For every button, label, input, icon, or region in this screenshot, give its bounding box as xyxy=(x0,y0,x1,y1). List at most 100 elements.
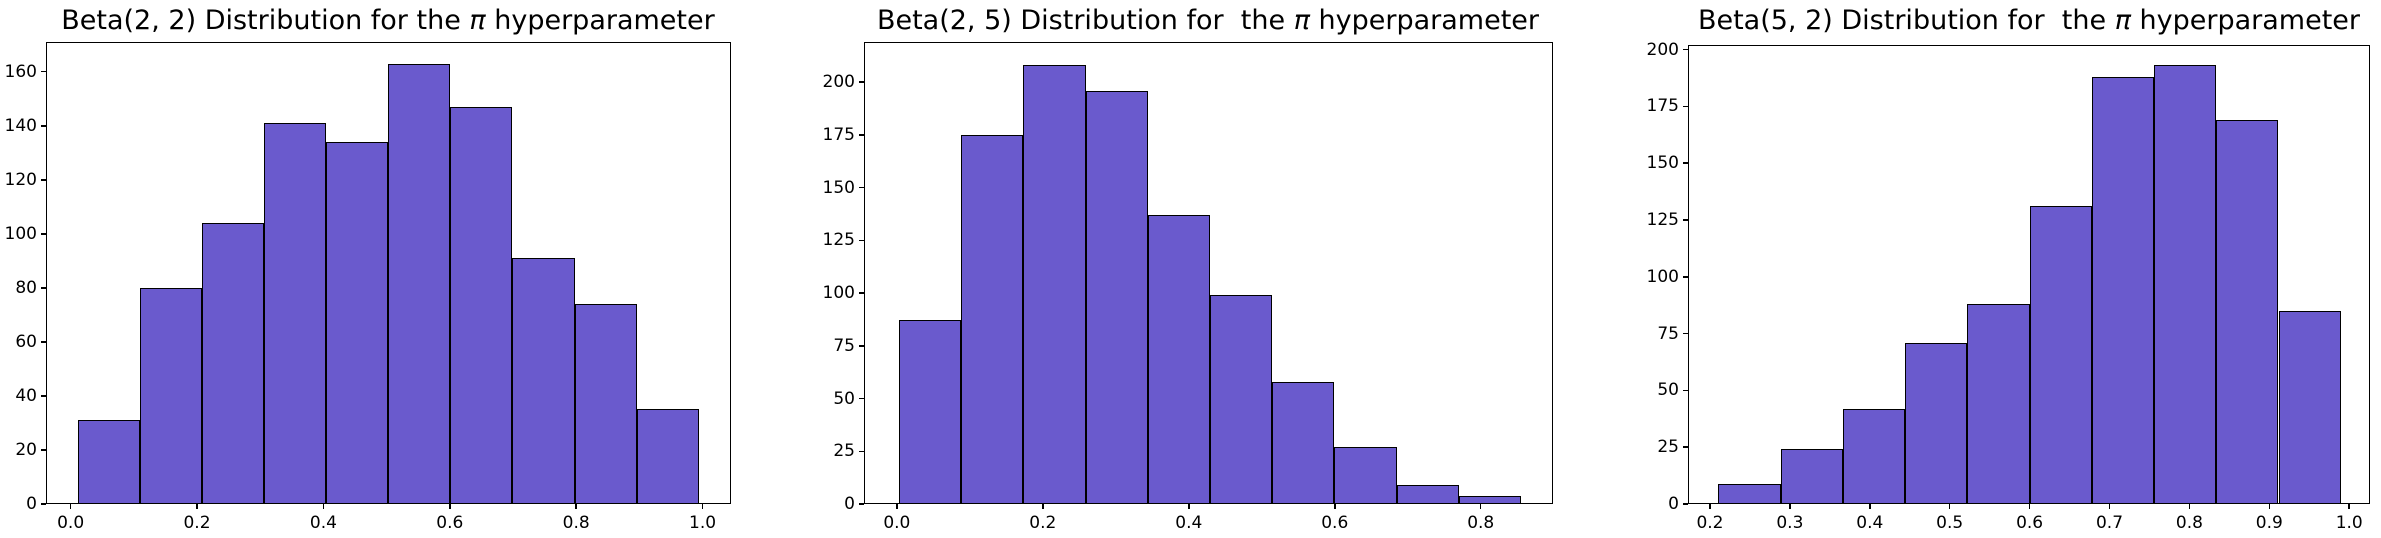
x-tick-label: 0.0 xyxy=(57,513,85,533)
y-tick-label: 150 xyxy=(822,177,855,198)
y-tick-label: 175 xyxy=(822,124,855,145)
x-tick-mark xyxy=(449,504,451,509)
x-axis-line xyxy=(864,502,1553,504)
y-tick-label: 25 xyxy=(833,441,855,462)
x-tick-mark xyxy=(2108,504,2111,509)
x-tick-label: 0.3 xyxy=(1776,513,1804,533)
histogram-bar xyxy=(1023,65,1086,504)
y-tick-mark xyxy=(41,503,46,505)
x-tick-label: 1.0 xyxy=(689,513,717,533)
y-tick-label: 0 xyxy=(1668,494,1679,514)
x-tick-label: 0.4 xyxy=(1175,513,1203,533)
histogram-bar xyxy=(326,141,389,504)
histogram-bar xyxy=(1718,483,1781,504)
x-tick-mark xyxy=(322,504,325,509)
histogram-bar xyxy=(899,320,962,504)
y-tick-mark xyxy=(41,179,46,181)
y-tick-mark xyxy=(859,450,864,452)
y-tick-mark xyxy=(1683,219,1688,221)
y-tick-label: 100 xyxy=(1646,266,1679,287)
y-tick-label: 20 xyxy=(15,439,37,460)
chart-title-text: hyperparameter xyxy=(485,5,715,36)
histogram-bar xyxy=(1905,342,1968,504)
y-tick-label: 125 xyxy=(1646,209,1679,230)
x-tick-mark xyxy=(1789,504,1791,509)
y-tick-mark xyxy=(1683,48,1688,51)
x-tick-label: 0.6 xyxy=(2016,513,2044,533)
chart-title-beta-2-2: Beta(2, 2) Distribution for the π hyperp… xyxy=(0,4,788,38)
y-tick-mark xyxy=(1683,276,1688,278)
y-tick-label: 200 xyxy=(1646,39,1679,60)
x-tick-mark xyxy=(2348,504,2350,509)
x-axis-line xyxy=(1688,502,2370,504)
x-tick-mark xyxy=(1334,504,1336,509)
histogram-bar xyxy=(1842,408,1905,504)
histogram-bar xyxy=(201,223,264,504)
x-tick-label: 0.4 xyxy=(309,513,337,533)
x-tick-label: 0.4 xyxy=(1856,513,1884,533)
x-tick-mark xyxy=(1948,504,1951,509)
x-tick-mark xyxy=(1042,504,1044,509)
y-tick-label: 80 xyxy=(15,277,37,298)
x-tick-label: 0.2 xyxy=(1696,513,1724,533)
x-tick-mark xyxy=(196,504,198,509)
y-tick-label: 50 xyxy=(1657,380,1679,401)
x-tick-mark xyxy=(2188,504,2191,509)
histogram-bar xyxy=(1780,449,1843,504)
y-tick-mark xyxy=(41,449,46,451)
y-tick-label: 120 xyxy=(4,169,37,190)
x-tick-mark xyxy=(1869,504,1871,509)
histogram-bar xyxy=(2154,65,2217,504)
y-tick-label: 40 xyxy=(15,385,37,406)
y-tick-label: 100 xyxy=(4,223,37,244)
y-tick-mark xyxy=(1683,332,1688,335)
y-tick-mark xyxy=(41,70,46,73)
x-tick-label: 1.0 xyxy=(2335,513,2363,533)
histogram-bar xyxy=(1396,485,1459,504)
histogram-bar xyxy=(2091,76,2154,504)
y-tick-mark xyxy=(859,345,864,347)
x-tick-mark xyxy=(1479,504,1482,509)
y-tick-label: 150 xyxy=(1646,153,1679,174)
histogram-bar xyxy=(263,123,327,504)
x-axis-line xyxy=(46,502,731,504)
y-tick-mark xyxy=(1683,162,1688,164)
x-tick-label: 0.8 xyxy=(562,513,590,533)
chart-title-text: Beta(5, 2) Distribution for the xyxy=(1697,5,2115,36)
chart-title-beta-5-2: Beta(5, 2) Distribution for the π hyperp… xyxy=(1629,4,2381,38)
y-tick-mark xyxy=(41,341,46,343)
x-tick-mark xyxy=(701,504,704,509)
y-tick-mark xyxy=(41,233,46,235)
x-tick-label: 0.8 xyxy=(2175,513,2203,533)
x-tick-label: 0.6 xyxy=(436,513,464,533)
y-tick-label: 50 xyxy=(833,388,855,409)
y-tick-mark xyxy=(859,239,864,242)
x-tick-label: 0.5 xyxy=(1936,513,1964,533)
x-tick-label: 0.6 xyxy=(1321,513,1349,533)
chart-title-text: hyperparameter xyxy=(1309,5,1540,36)
y-tick-label: 200 xyxy=(822,72,855,93)
chart-title-text: Beta(2, 2) Distribution for the xyxy=(61,5,470,36)
y-tick-label: 60 xyxy=(15,331,37,352)
y-tick-label: 100 xyxy=(822,283,855,304)
x-tick-mark xyxy=(2028,504,2031,509)
histogram-bar xyxy=(450,106,513,504)
histogram-bar xyxy=(636,409,699,504)
x-tick-mark xyxy=(2268,504,2271,509)
y-tick-mark xyxy=(1683,446,1688,448)
y-tick-mark xyxy=(1683,503,1688,505)
y-tick-label: 0 xyxy=(844,494,855,514)
y-tick-label: 140 xyxy=(4,115,37,136)
y-tick-mark xyxy=(41,125,46,127)
histogram-bar xyxy=(574,304,637,504)
histogram-bar xyxy=(1334,447,1397,504)
pi-symbol: π xyxy=(469,5,486,36)
histogram-bar xyxy=(1147,214,1210,504)
x-tick-mark xyxy=(69,504,72,509)
pi-symbol: π xyxy=(1293,5,1310,36)
y-tick-label: 75 xyxy=(833,335,855,356)
x-tick-label: 0.2 xyxy=(183,513,211,533)
histogram-bar xyxy=(77,420,140,504)
histogram-bar xyxy=(1085,90,1148,504)
x-tick-mark xyxy=(896,504,898,509)
